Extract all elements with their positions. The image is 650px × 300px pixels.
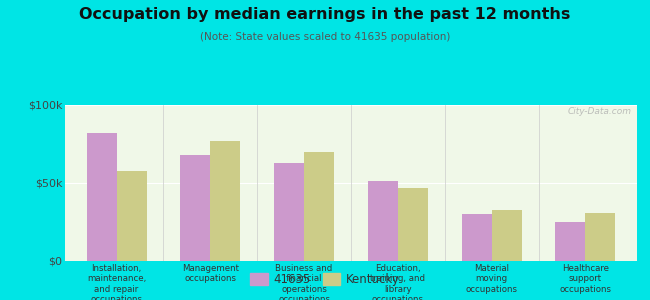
Bar <box>304 152 334 261</box>
Bar <box>211 141 240 261</box>
Text: (Note: State values scaled to 41635 population): (Note: State values scaled to 41635 popu… <box>200 32 450 41</box>
Bar <box>398 188 428 261</box>
Text: Occupation by median earnings in the past 12 months: Occupation by median earnings in the pas… <box>79 8 571 22</box>
Bar <box>368 182 398 261</box>
Bar <box>116 170 147 261</box>
Text: City-Data.com: City-Data.com <box>567 106 631 116</box>
Bar <box>586 213 616 261</box>
Bar <box>86 133 116 261</box>
Bar <box>491 209 522 261</box>
Bar <box>180 155 211 261</box>
Bar <box>274 163 304 261</box>
Bar <box>555 222 586 261</box>
Bar <box>462 214 491 261</box>
Legend: 41635, Kentucky: 41635, Kentucky <box>245 268 405 291</box>
